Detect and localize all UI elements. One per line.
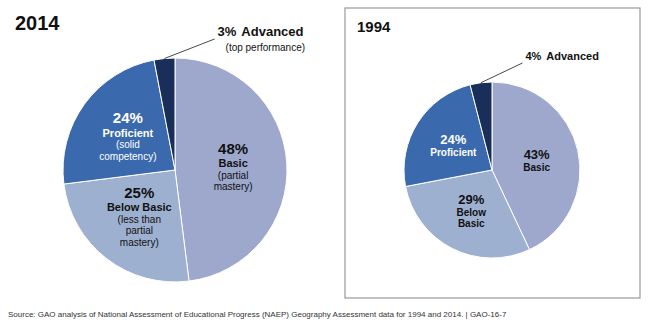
labels: 48%Basic(partialmastery) 25%Below Basic(l… bbox=[99, 24, 305, 248]
slice bbox=[64, 170, 189, 282]
slice bbox=[154, 58, 175, 170]
category-label: Proficient bbox=[103, 127, 154, 139]
annotation: (less thanpartialmastery) bbox=[118, 214, 161, 248]
frame bbox=[345, 8, 640, 298]
slice bbox=[175, 58, 287, 281]
chart: 201448%Basic(partialmastery)25%Below Bas… bbox=[0, 0, 650, 325]
category-label: Advanced bbox=[241, 24, 303, 39]
labels: 43%Basic 29%BelowBasic 24%Proficient 4% Adva… bbox=[430, 50, 599, 229]
annotation: (partialmastery) bbox=[214, 170, 253, 193]
data-label: 4% bbox=[525, 50, 541, 62]
slices bbox=[63, 58, 287, 282]
data-label: 29% bbox=[458, 192, 484, 207]
category-label: BelowBasic bbox=[456, 207, 486, 230]
pie-chart: 1994 43%Basic 29%BelowBasic 24%Proficient 4%… bbox=[345, 8, 640, 298]
data-label: 24% bbox=[113, 109, 143, 126]
category-label: Proficient bbox=[430, 147, 477, 158]
annotation: (solidcompetency) bbox=[99, 139, 156, 162]
data-label: 3% bbox=[218, 24, 237, 39]
slices bbox=[404, 82, 580, 258]
category-label: Advanced bbox=[546, 50, 599, 62]
data-label: 43% bbox=[524, 147, 550, 162]
pie-chart: 2014 48%Basic(partialmastery) 25%Below Bas… bbox=[15, 12, 305, 282]
data-label: 25% bbox=[124, 184, 154, 201]
data-label: 24% bbox=[440, 132, 466, 147]
chart-title: 1994 bbox=[357, 18, 391, 35]
source-note: Source: GAO analysis of National Assessm… bbox=[8, 310, 507, 319]
category-label: Basic bbox=[523, 162, 550, 173]
category-label: Below Basic bbox=[107, 201, 172, 213]
annotation: (top performance) bbox=[226, 42, 305, 53]
category-label: Basic bbox=[218, 157, 247, 169]
leader-line bbox=[481, 63, 522, 83]
data-label: 48% bbox=[218, 140, 248, 157]
leader-line bbox=[164, 39, 214, 58]
chart-title: 2014 bbox=[15, 12, 60, 34]
